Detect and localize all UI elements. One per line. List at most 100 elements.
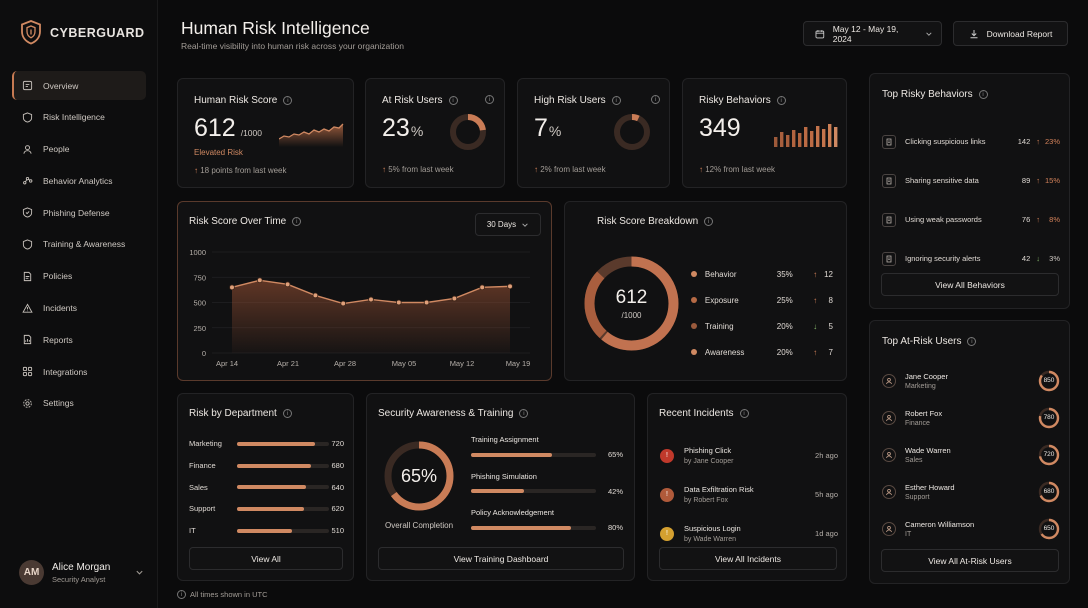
department-bar-fill (237, 528, 293, 533)
sidebar-item-incidents[interactable]: Incidents (12, 294, 146, 323)
risk-breakdown-card: Risk Score Breakdown i 612 /1000 Behavior… (564, 201, 847, 381)
view-all-at-risk-users-button[interactable]: View All At-Risk Users (881, 549, 1059, 572)
at-risk-user-row[interactable]: Esther Howard Support 680 (882, 473, 1060, 510)
at-risk-user-row[interactable]: Robert Fox Finance 780 (882, 399, 1060, 436)
data-point[interactable] (284, 281, 291, 288)
breakdown-pct: 35% (776, 269, 793, 279)
breakdown-label: Training (704, 321, 734, 331)
x-tick-label: May 19 (506, 359, 531, 368)
at-risk-user-row[interactable]: Jane Cooper Marketing 850 (882, 362, 1060, 399)
sidebar-item-behavior-analytics[interactable]: Behavior Analytics (12, 166, 146, 195)
sidebar-item-training-awareness[interactable]: Training & Awareness (12, 230, 146, 259)
card-title: Risk by Department (189, 408, 277, 419)
download-report-button[interactable]: Download Report (953, 21, 1068, 46)
behavior-count: 142 (1017, 137, 1031, 146)
info-icon[interactable]: i (776, 96, 786, 105)
gear-icon (23, 399, 32, 408)
incident-row[interactable]: ! Phishing Click by Jane Cooper 2h ago (660, 436, 838, 475)
department-label: Sales (189, 482, 208, 492)
chevron-down-icon[interactable] (135, 568, 144, 577)
breakdown-change: 7 (828, 347, 833, 357)
sidebar-item-risk-intelligence[interactable]: Risk Intelligence (12, 103, 146, 132)
data-point[interactable] (312, 292, 319, 299)
sidebar-item-phishing-defense[interactable]: Phishing Defense (12, 198, 146, 227)
range-select-label: 30 Days (486, 220, 517, 229)
incident-row[interactable]: ! Suspicious Login by Wade Warren 1d ago (660, 514, 838, 553)
sidebar-item-integrations[interactable]: Integrations (12, 357, 146, 386)
breakdown-donut (584, 256, 679, 351)
breakdown-change: 12 (824, 269, 833, 279)
info-icon[interactable]: i (651, 95, 660, 104)
user-profile[interactable]: AM Alice Morgan Security Analyst (19, 560, 144, 585)
behavior-row[interactable]: Using weak passwords 76 ↑ 8% (882, 200, 1060, 239)
data-point[interactable] (479, 284, 486, 291)
behavior-row[interactable]: Ignoring security alerts 42 ↓ 3% (882, 239, 1060, 278)
card-title: Risk Score Breakdown (597, 216, 699, 227)
report-icon (23, 335, 32, 345)
card-title: Security Awareness & Training (378, 408, 514, 419)
arrow-down-icon: ↓ (813, 321, 818, 331)
sidebar-item-people[interactable]: People (12, 135, 146, 164)
info-icon[interactable]: i (282, 409, 292, 418)
behavior-row[interactable]: Sharing sensitive data 89 ↑ 15% (882, 161, 1060, 200)
card-title: Top Risky Behaviors (882, 89, 973, 100)
view-all-behaviors-button[interactable]: View All Behaviors (881, 273, 1059, 296)
data-point[interactable] (368, 296, 374, 303)
date-range-picker[interactable]: May 12 - May 19, 2024 (803, 21, 942, 46)
breakdown-label: Awareness (704, 347, 745, 357)
arrow-down-icon: ↓ (1036, 254, 1040, 263)
data-point[interactable] (451, 295, 458, 302)
data-point[interactable] (507, 283, 513, 290)
sidebar-item-label: Phishing Defense (43, 207, 110, 218)
logo[interactable]: CYBERGUARD (20, 20, 145, 45)
info-icon: i (177, 590, 186, 599)
sidebar-nav: Overview Risk Intelligence People Behavior … (12, 71, 146, 421)
training-item-pct: 65% (607, 450, 623, 459)
at-risk-user-row[interactable]: Wade Warren Sales 720 (882, 436, 1060, 473)
sidebar-item-settings[interactable]: Settings (12, 389, 146, 418)
range-select[interactable]: 30 Days (475, 213, 541, 236)
share-icon (882, 173, 896, 188)
breakdown-pct: 20% (776, 321, 793, 331)
behavior-change: 23% (1044, 137, 1060, 146)
incident-user: by Robert Fox (684, 497, 728, 504)
info-icon[interactable]: i (485, 95, 494, 104)
info-icon[interactable]: i (283, 96, 293, 105)
info-icon[interactable]: i (611, 96, 621, 105)
info-icon[interactable]: i (967, 337, 977, 346)
training-progress-fill (471, 525, 571, 530)
sidebar-item-label: Overview (43, 80, 79, 91)
person-icon (23, 144, 32, 154)
data-point[interactable] (229, 284, 235, 291)
view-all-incidents-button[interactable]: View All Incidents (659, 547, 837, 570)
view-all-departments-button[interactable]: View All (189, 547, 343, 570)
user-name: Jane Cooper (905, 371, 948, 381)
sidebar-item-policies[interactable]: Policies (12, 262, 146, 291)
y-tick-label: 1000 (189, 248, 206, 257)
info-icon[interactable]: i (704, 217, 714, 226)
data-point[interactable] (257, 277, 263, 284)
info-icon[interactable]: i (519, 409, 529, 418)
footer-note: i All times shown in UTC (177, 590, 268, 599)
sidebar-item-reports[interactable]: Reports (12, 325, 146, 354)
data-point[interactable] (340, 300, 347, 307)
behavior-change: 15% (1044, 176, 1060, 185)
view-training-dashboard-button[interactable]: View Training Dashboard (378, 547, 624, 570)
info-icon[interactable]: i (739, 409, 749, 418)
behavior-row[interactable]: Clicking suspicious links 142 ↑ 23% (882, 122, 1060, 161)
info-icon[interactable]: i (448, 96, 458, 105)
legend-dot (691, 349, 697, 355)
data-point[interactable] (396, 299, 402, 306)
sidebar-item-overview[interactable]: Overview (12, 71, 146, 100)
donut-fill (614, 114, 650, 150)
incident-row[interactable]: ! Data Exfiltration Risk by Robert Fox 5h a… (660, 475, 838, 514)
user-name: Robert Fox (905, 408, 943, 418)
arrow-up-icon: ↑ (699, 165, 703, 174)
behavior-label: Using weak passwords (905, 215, 982, 224)
info-icon[interactable]: i (978, 90, 988, 99)
info-icon[interactable]: i (292, 217, 302, 226)
department-label: IT (189, 526, 196, 536)
arrow-up-icon: ↑ (534, 165, 538, 174)
data-point[interactable] (423, 299, 430, 306)
at-risk-user-row[interactable]: Cameron Williamson IT 650 (882, 510, 1060, 547)
